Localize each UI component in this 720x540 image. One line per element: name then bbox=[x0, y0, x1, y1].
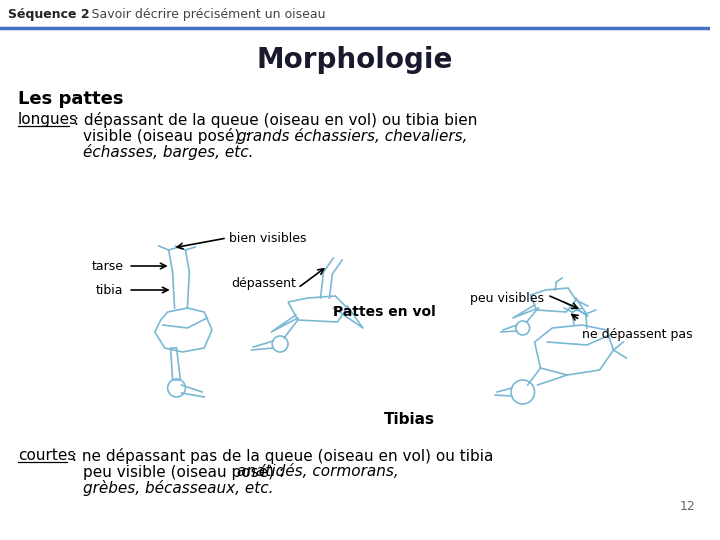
Text: grèbes, bécasseaux, etc.: grèbes, bécasseaux, etc. bbox=[83, 480, 274, 496]
Text: anatidés, cormorans,: anatidés, cormorans, bbox=[237, 464, 398, 479]
Text: tibia: tibia bbox=[96, 284, 123, 296]
Text: dépassent: dépassent bbox=[231, 277, 296, 290]
Text: grands échassiers, chevaliers,: grands échassiers, chevaliers, bbox=[237, 128, 467, 144]
Text: tarse: tarse bbox=[91, 260, 123, 273]
Text: courtes: courtes bbox=[18, 448, 75, 463]
Text: Pattes en vol: Pattes en vol bbox=[333, 305, 436, 319]
Text: ne dépassent pas: ne dépassent pas bbox=[582, 328, 693, 341]
Text: visible (oiseau posé) :: visible (oiseau posé) : bbox=[83, 128, 255, 144]
Text: échasses, barges, etc.: échasses, barges, etc. bbox=[83, 144, 253, 160]
Text: : dépassant de la queue (oiseau en vol) ou tibia bien: : dépassant de la queue (oiseau en vol) … bbox=[69, 112, 477, 128]
Text: Morphologie: Morphologie bbox=[257, 46, 454, 74]
Text: 12: 12 bbox=[680, 500, 696, 513]
Text: longues: longues bbox=[18, 112, 78, 127]
Text: peu visible (oiseau posé) :: peu visible (oiseau posé) : bbox=[83, 464, 289, 480]
Text: bien visibles: bien visibles bbox=[229, 232, 306, 245]
Text: Séquence 2: Séquence 2 bbox=[8, 8, 89, 21]
Text: - Savoir décrire précisément un oiseau: - Savoir décrire précisément un oiseau bbox=[79, 8, 325, 21]
Text: : ne dépassant pas de la queue (oiseau en vol) ou tibia: : ne dépassant pas de la queue (oiseau e… bbox=[67, 448, 493, 464]
Text: Tibias: Tibias bbox=[384, 412, 435, 427]
Text: Les pattes: Les pattes bbox=[18, 90, 123, 108]
Text: peu visibles: peu visibles bbox=[470, 292, 544, 305]
